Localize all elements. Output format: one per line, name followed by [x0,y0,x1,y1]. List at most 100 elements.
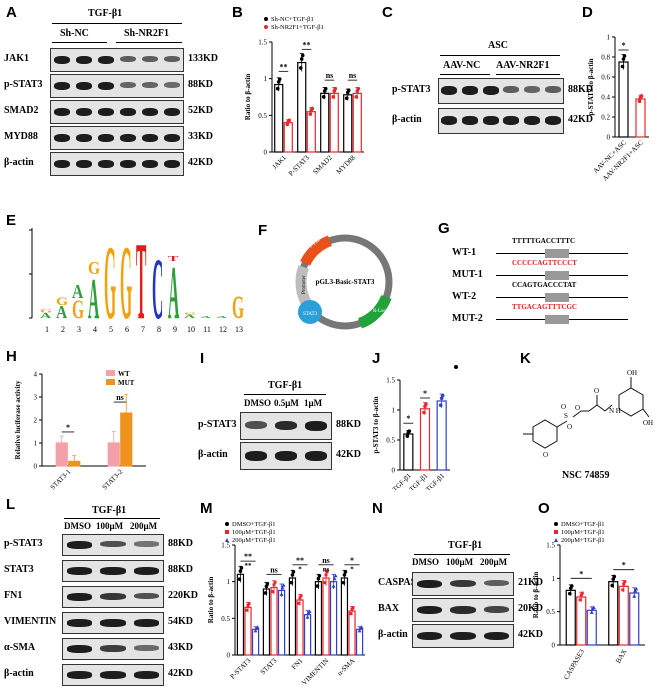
band [163,107,181,116]
band [544,116,561,126]
panel-letter-j: J [372,350,381,367]
band [503,116,520,126]
panel-l-dose-3: 200μM [130,521,158,531]
legend-entry: 100μM+TGF-β1 [232,529,276,536]
bar [314,581,323,656]
panel-letter-c: C [382,4,393,21]
legend-entry: 200μM+TGF-β1 [232,537,276,544]
bar [419,408,431,471]
y-tick-label: 3 [34,394,38,402]
panel-i-treatment: TGF-β1 [268,380,303,391]
panel-c-group-2: AAV-NR2F1 [496,60,550,71]
panel-a-treatment: TGF-β1 [88,8,123,19]
significance-label: ** [244,552,252,561]
band [53,159,71,168]
band [100,593,126,600]
significance-label: ** [303,40,311,49]
blot-n-label-0: CASPASE3 [378,577,428,588]
significance-label: * [298,566,302,574]
blot-a-label-4: β-actin [4,157,34,168]
bar [618,61,629,138]
bar [635,98,646,138]
blot-l-strip-3 [62,612,164,634]
blot-i-kd-0: 88KD [336,419,361,430]
bar [283,122,293,153]
x-tick-label: CASPASE3 [562,648,586,682]
panel-letter-o: O [538,500,550,517]
logo-letter: A [200,315,212,319]
y-tick-label: 0.8 [601,54,610,62]
x-tick-label: FN1 [290,656,305,671]
logo-letter: G [120,226,132,340]
y-tick-label: 1.5 [258,39,267,47]
logo-letter: A [168,250,179,335]
band [483,579,509,587]
y-axis-label: Ratio to β-actin [532,572,540,619]
band [441,86,458,96]
x-tick-label: STAT3-1 [49,467,73,490]
segment-label: R-Luc [373,309,387,314]
y-tick-label: 0.5 [386,437,395,445]
blot-a-kd-4: 42KD [188,157,213,168]
logo-letter: A [184,314,196,319]
x-tick-label: STAT3-2 [101,467,125,490]
band [482,86,499,96]
blot-l-strip-0 [62,534,164,556]
position-label: 12 [219,325,227,334]
band [75,55,93,64]
band [119,81,137,89]
y-tick-label: 1 [552,575,556,583]
logo-letter: G [56,295,68,308]
sequence-text: CCCCCAGTTCCCT [512,259,577,267]
y-tick-label: 0 [552,642,556,650]
band [133,567,159,575]
position-label: 11 [203,325,211,334]
band [163,159,181,168]
panel-letter-k: K [520,350,531,367]
band [133,671,159,679]
significance-label: ns [326,71,334,80]
logo-letter: G [88,258,100,278]
svg-text:O: O [594,387,599,395]
significance-label: * [622,561,626,570]
blot-c-strip-1 [438,108,564,134]
bar [320,92,330,153]
band [141,133,159,142]
band [53,81,71,90]
significance-label: ** [296,556,304,565]
blot-c-kd-1: 42KD [568,114,593,125]
blot-l-kd-0: 88KD [168,538,193,549]
blot-l-strip-2 [62,586,164,608]
sequence-text: TTGACAGTTTCGC [512,303,577,311]
y-tick-label: 0 [227,652,231,660]
band [53,133,71,142]
band [97,81,115,90]
x-tick-label: MYD88 [335,153,358,176]
band [483,631,509,640]
position-label: 1 [45,325,49,334]
bar [274,83,284,153]
bar [306,111,316,153]
chart-b: 0 0.5 1 1.5 Ratio to β-actin JAK1 ** P-STAT3 ** S… [244,16,364,178]
position-label: 10 [187,325,195,334]
y-tick-label: 1.5 [221,542,230,550]
blot-n-label-1: BAX [378,603,400,614]
legend-entry: 100μM+TGF-β1 [561,529,605,536]
y-tick-label: 0.5 [546,608,555,616]
blot-a-label-0: JAK1 [4,53,29,64]
blot-l-kd-4: 43KD [168,642,193,653]
blot-a-strip-3 [50,126,184,150]
sequence-row-label: WT-1 [452,247,477,258]
blot-l-kd-3: 54KD [168,616,193,627]
bar [576,596,587,646]
bar [618,585,629,646]
band [119,133,137,142]
panel-letter-h: H [6,348,17,365]
bar [352,92,362,153]
significance-label: * [579,569,583,578]
band [53,55,71,64]
logo-letter: G [40,309,52,314]
x-tick-label: STAT3 [259,656,279,676]
blot-c-kd-0: 88KD [568,84,593,95]
